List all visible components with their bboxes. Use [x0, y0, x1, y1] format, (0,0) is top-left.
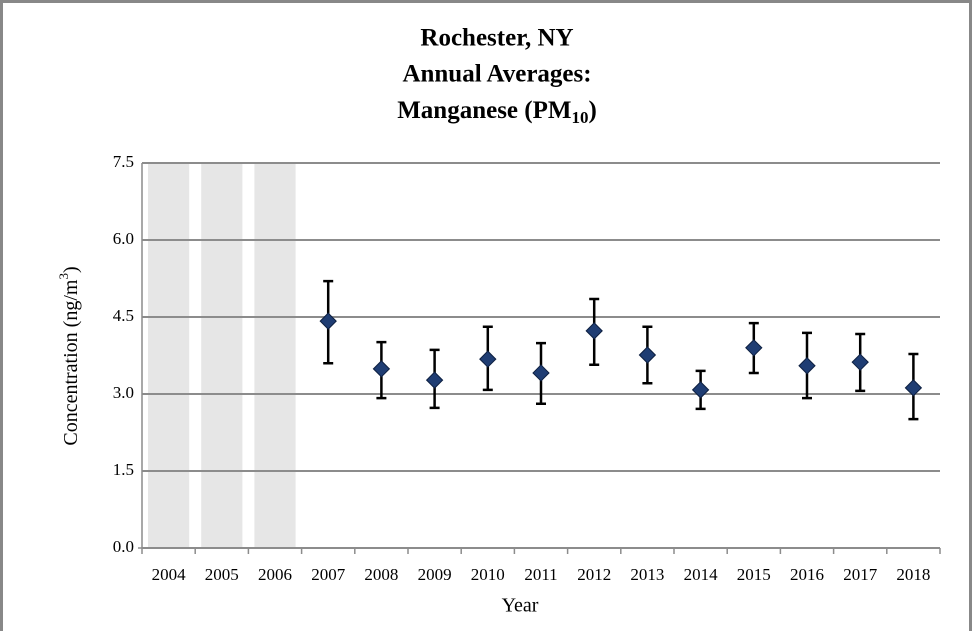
x-tick-label: 2016	[790, 565, 824, 584]
y-tick-label: 0.0	[113, 537, 134, 556]
x-tick-label: 2014	[684, 565, 719, 584]
marker	[851, 353, 869, 371]
y-tick-label: 7.5	[113, 152, 134, 171]
y-tick-label: 6.0	[113, 229, 134, 248]
no-data-band	[148, 163, 190, 548]
marker	[479, 350, 497, 368]
no-data-band	[201, 163, 243, 548]
x-tick-label: 2007	[311, 565, 346, 584]
x-tick-label: 2005	[205, 565, 239, 584]
marker	[904, 379, 923, 397]
y-tick-label: 4.5	[113, 306, 134, 325]
y-axis-label: Concentration (ng/m3)	[56, 266, 82, 445]
x-tick-label: 2006	[258, 565, 292, 584]
x-tick-label: 2012	[577, 565, 611, 584]
marker	[745, 339, 763, 357]
title-text: Manganese (PM	[397, 97, 571, 124]
x-tick-label: 2015	[737, 565, 771, 584]
chart-title: Annual Averages:	[402, 61, 591, 88]
marker	[798, 357, 816, 375]
marker	[425, 371, 444, 389]
chart-title: Manganese (PM10)	[397, 97, 597, 127]
x-axis-label: Year	[502, 595, 539, 617]
x-tick-label: 2018	[896, 565, 930, 584]
x-tick-label: 2010	[471, 565, 505, 584]
y-label-suffix: )	[60, 266, 82, 273]
y-tick-label: 3.0	[113, 383, 134, 402]
x-tick-label: 2011	[524, 565, 557, 584]
marker	[691, 381, 710, 399]
marker	[638, 346, 657, 364]
chart-title: Rochester, NY	[420, 25, 573, 52]
y-label-text: Concentration (ng/m	[60, 279, 82, 446]
y-tick-label: 1.5	[113, 460, 134, 479]
x-tick-label: 2017	[843, 565, 878, 584]
x-tick-label: 2008	[364, 565, 398, 584]
marker	[319, 312, 337, 330]
x-tick-label: 2013	[630, 565, 664, 584]
marker	[372, 360, 391, 378]
x-tick-label: 2004	[152, 565, 187, 584]
no-data-band	[254, 163, 296, 548]
title-subscript: 10	[571, 108, 588, 127]
y-label-superscript: 3	[56, 273, 71, 280]
x-tick-label: 2009	[418, 565, 452, 584]
title-suffix: )	[588, 97, 596, 124]
marker	[532, 364, 550, 382]
marker	[585, 322, 603, 340]
